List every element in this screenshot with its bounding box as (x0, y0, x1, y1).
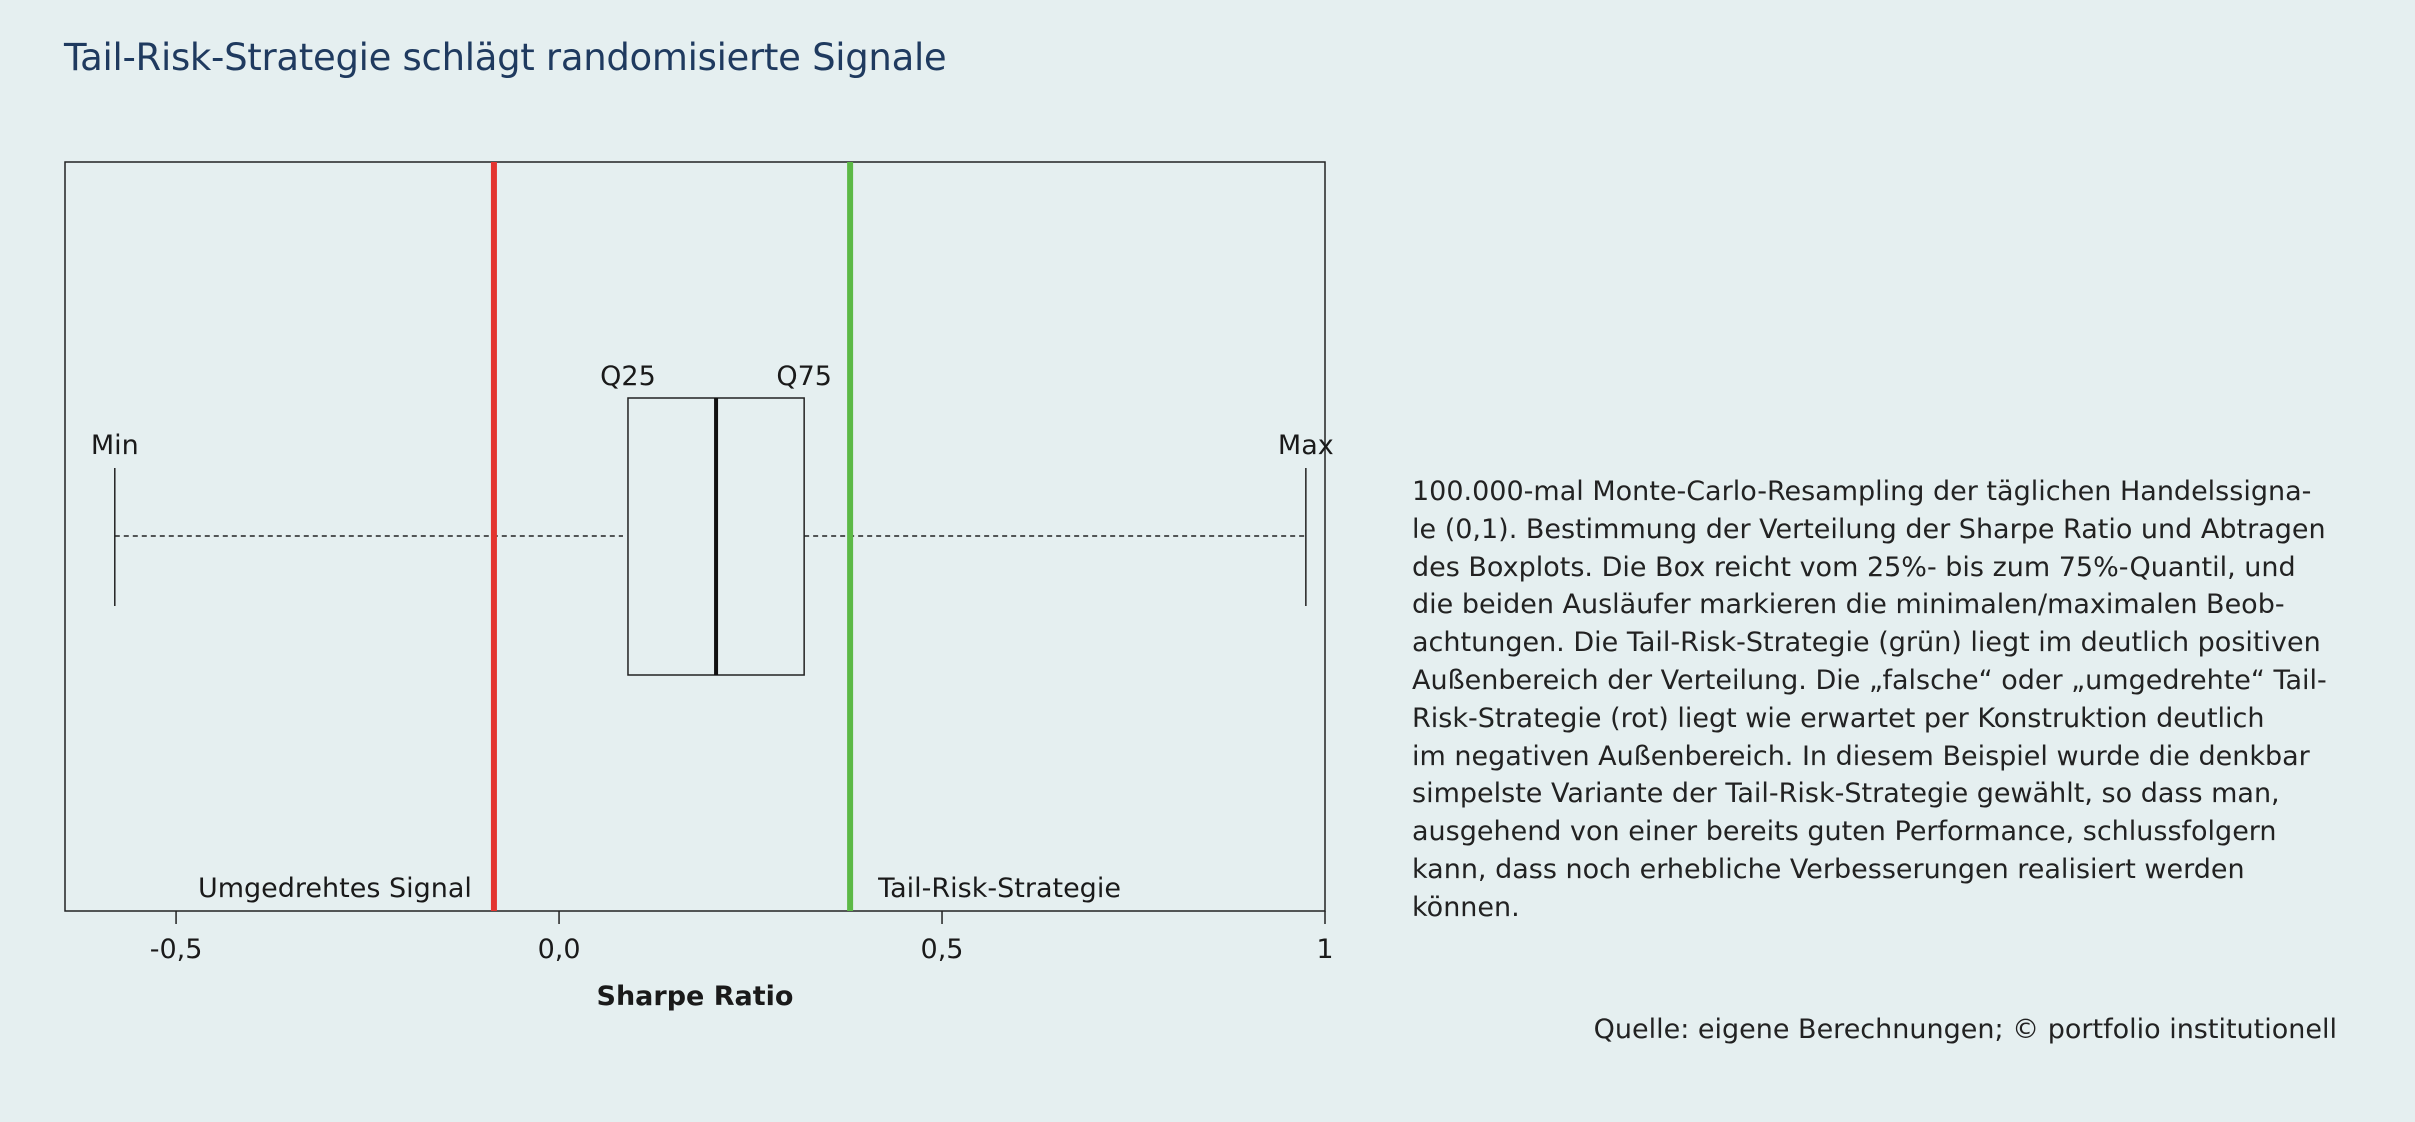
source-note: Quelle: eigene Berechnungen; © portfolio… (1593, 1014, 2337, 1045)
plot-frame (64, 161, 1326, 912)
description-line: die beiden Ausläufer markieren die minim… (1412, 589, 2285, 621)
x-tick-label: -0,5 (150, 934, 203, 965)
reference-label-tail-risk-strategie: Tail-Risk-Strategie (877, 873, 1121, 904)
description-line: Außenbereich der Verteilung. Die „falsch… (1412, 664, 2327, 696)
chart-description: 100.000-mal Monte-Carlo-Resampling der t… (1412, 473, 2327, 927)
x-tick-label: 0,5 (921, 934, 964, 965)
description-line: im negativen Außenbereich. In diesem Bei… (1412, 740, 2310, 772)
description-line: Risk-Strategie (rot) liegt wie erwartet … (1412, 702, 2265, 734)
description-line: le (0,1). Bestimmung der Verteilung der … (1412, 513, 2326, 545)
description-line: simpelste Variante der Tail-Risk-Strateg… (1412, 778, 2280, 810)
x-axis-label: Sharpe Ratio (597, 981, 794, 1012)
boxplot-chart: Min Max Q25 Q75 Umgedrehtes Signal Tail-Risk-… (64, 161, 1334, 1012)
description-line: können. (1412, 891, 1520, 923)
x-tick-label: 1 (1316, 934, 1333, 965)
description-line: kann, dass noch erhebliche Verbesserunge… (1412, 853, 2245, 885)
description-line: des Boxplots. Die Box reicht vom 25%- bi… (1412, 551, 2296, 583)
description-line: ausgehend von einer bereits guten Perfor… (1412, 816, 2277, 848)
description-line: achtungen. Die Tail-Risk-Strategie (grün… (1412, 627, 2321, 659)
min-label: Min (91, 430, 139, 461)
max-label: Max (1278, 430, 1334, 461)
chart-title: Tail-Risk-Strategie schlägt randomisiert… (64, 36, 947, 79)
x-tick-label: 0,0 (538, 934, 581, 965)
reference-label-umgedrehtes-signal: Umgedrehtes Signal (198, 873, 472, 904)
description-line: 100.000-mal Monte-Carlo-Resampling der t… (1412, 476, 2312, 507)
q25-label: Q25 (600, 361, 656, 392)
q75-label: Q75 (776, 361, 832, 392)
